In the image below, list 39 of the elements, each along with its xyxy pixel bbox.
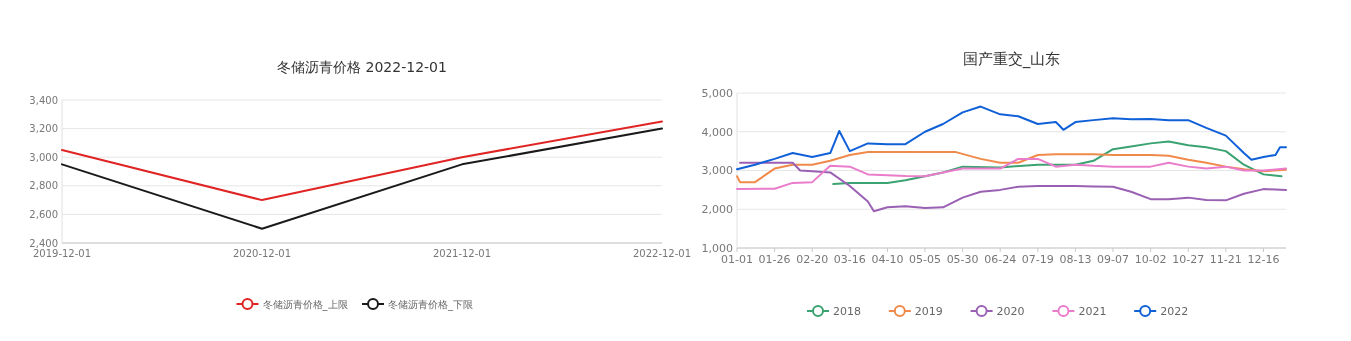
x-tick-label: 04-10 xyxy=(871,253,904,266)
x-tick-label: 2021-12-01 xyxy=(432,248,492,259)
y-tick-label: 3,000 xyxy=(701,164,733,178)
x-tick-label: 2019-12-01 xyxy=(32,248,92,259)
legend-label: 2020 xyxy=(996,304,1025,318)
y-tick-label: 3,400 xyxy=(29,94,58,106)
y-tick-label: 2,000 xyxy=(701,203,733,217)
x-tick-label: 09-07 xyxy=(1097,253,1130,266)
chart-title: 冬储沥青价格 2022-12-01 xyxy=(277,59,447,75)
legend-label: 2022 xyxy=(1160,304,1189,318)
legend-label: 2021 xyxy=(1078,304,1107,318)
y-tick-label: 1,000 xyxy=(701,241,733,255)
x-tick-label: 01-26 xyxy=(758,253,791,266)
x-tick-label: 2020-12-01 xyxy=(232,248,292,259)
legend-label: 2019 xyxy=(914,304,943,318)
x-tick-label: 05-30 xyxy=(946,253,979,266)
y-tick-label: 3,200 xyxy=(29,123,58,135)
y-tick-label: 3,000 xyxy=(29,151,58,163)
x-tick-label: 07-19 xyxy=(1021,253,1054,266)
chart-title: 国产重交_山东 xyxy=(962,50,1061,69)
x-tick-label: 01-01 xyxy=(721,253,753,266)
x-tick-label: 12-16 xyxy=(1247,253,1280,266)
legend-label: 冬储沥青价格_上限 xyxy=(262,298,348,311)
x-tick-label: 08-13 xyxy=(1059,253,1092,266)
y-tick-label: 2,600 xyxy=(29,208,58,220)
x-tick-label: 2022-12-01 xyxy=(632,248,692,259)
y-tick-label: 2,400 xyxy=(29,237,58,249)
x-tick-label: 10-27 xyxy=(1172,253,1205,266)
x-tick-label: 11-21 xyxy=(1209,253,1242,266)
x-tick-label: 10-02 xyxy=(1134,253,1167,266)
y-tick-label: 5,000 xyxy=(701,86,733,100)
legend-label: 2018 xyxy=(833,304,861,318)
y-tick-label: 2,800 xyxy=(29,180,58,192)
x-tick-label: 02-20 xyxy=(796,253,829,266)
y-tick-label: 4,000 xyxy=(701,125,733,139)
x-tick-label: 06-24 xyxy=(984,253,1017,266)
x-tick-label: 05-05 xyxy=(909,253,941,266)
legend-label: 冬储沥青价格_下限 xyxy=(388,298,473,311)
x-tick-label: 03-16 xyxy=(833,253,866,266)
